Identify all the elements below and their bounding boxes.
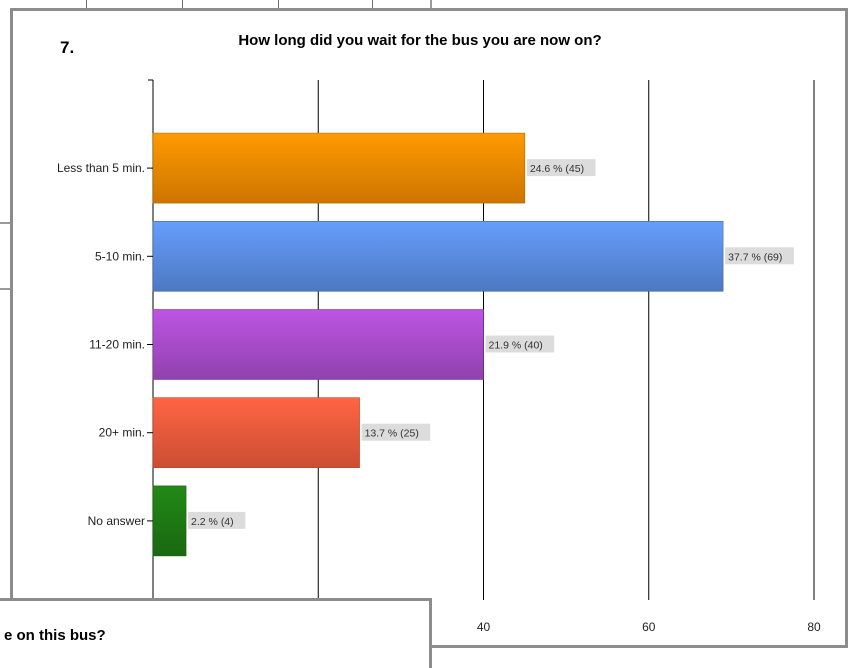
bar-3 (152, 397, 360, 469)
background-tick (86, 0, 87, 9)
category-label: 5-10 min. (95, 249, 145, 263)
next-question-panel: e on this bus? (0, 598, 432, 668)
data-label: 37.7 % (69) (728, 251, 782, 263)
x-tick-label: 60 (642, 620, 656, 634)
data-label: 2.2 % (4) (191, 516, 234, 528)
category-label: Less than 5 min. (57, 161, 145, 175)
x-tick-label: 40 (477, 620, 491, 634)
next-question-text: e on this bus? (4, 627, 106, 644)
category-label: No answer (88, 514, 145, 528)
bar-0 (152, 132, 526, 204)
data-label: 21.9 % (40) (489, 340, 543, 352)
background-window-top-edge (0, 0, 432, 12)
data-label-bg (188, 511, 246, 529)
data-label-bg (526, 159, 596, 177)
data-label: 24.6 % (45) (530, 163, 584, 175)
data-label-bg (485, 335, 555, 353)
background-tick (182, 0, 183, 9)
x-tick-label: 80 (807, 620, 821, 634)
background-window-left-fragment (0, 222, 10, 290)
chart-title: How long did you wait for the bus you ar… (238, 32, 602, 49)
question-number: 7. (60, 38, 75, 57)
category-label: 20+ min. (99, 426, 145, 440)
data-label: 13.7 % (25) (365, 428, 419, 440)
category-label: 11-20 min. (89, 338, 145, 352)
bar-1 (152, 221, 724, 292)
background-tick (372, 0, 373, 9)
data-label-bg (361, 423, 431, 441)
bar-2 (152, 309, 484, 380)
data-label-bg (725, 247, 794, 265)
bar-4 (152, 485, 187, 557)
background-tick (278, 0, 279, 9)
